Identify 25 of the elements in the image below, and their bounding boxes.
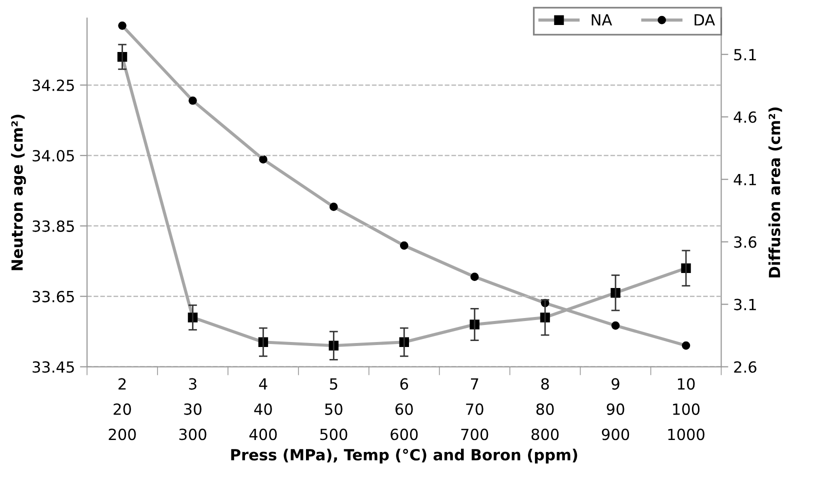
x-tick-label: 3 30 300 (179, 378, 206, 440)
y2-tick-label: 3.1 (734, 298, 756, 310)
y2-axis-title: Diffusion area (cm²) (768, 107, 782, 278)
x-tick-label: 9 90 900 (602, 378, 630, 440)
x-axis-title: Press (MPa), Temp (°C) and Boron (ppm) (231, 448, 578, 464)
y2-tick-label: 4.6 (734, 111, 756, 123)
x-tick-label: 5 50 500 (320, 378, 348, 440)
y2-tick-label: 3.6 (734, 236, 756, 248)
y-tick-label: 33.85 (32, 220, 74, 232)
x-tick-label: 8 80 800 (532, 378, 559, 440)
legend-label: DA (694, 14, 715, 26)
x-tick-label: 10 100 1000 (668, 378, 704, 440)
x-tick-label: 7 70 700 (461, 378, 488, 440)
y-tick-label: 33.65 (32, 290, 74, 302)
x-tick-label: 2 20 200 (108, 378, 136, 440)
y-axis-title: Neutron age (cm²) (11, 114, 26, 270)
x-tick-label: 4 40 400 (249, 378, 277, 440)
y-tick-label: 34.25 (32, 80, 74, 92)
y2-tick-label: 5.1 (734, 49, 756, 60)
y2-tick-label: 4.1 (734, 174, 756, 186)
x-tick-label: 6 60 600 (390, 378, 418, 440)
y-tick-label: 34.05 (32, 150, 74, 162)
legend-label: NA (592, 14, 612, 26)
y2-tick-label: 2.6 (734, 361, 756, 373)
y-tick-label: 33.45 (32, 361, 74, 373)
